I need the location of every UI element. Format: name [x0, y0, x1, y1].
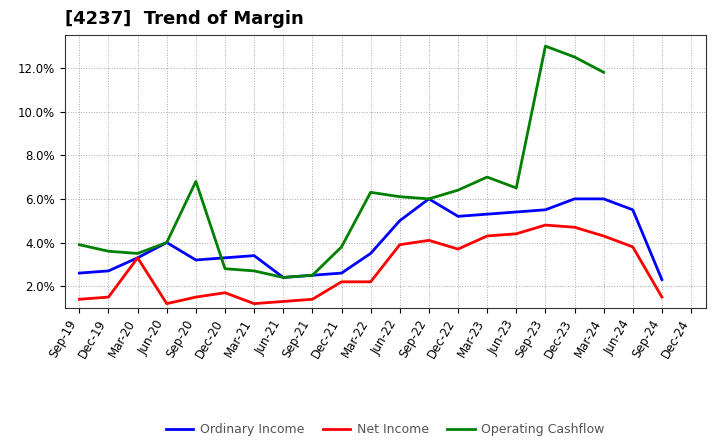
- Line: Net Income: Net Income: [79, 225, 662, 304]
- Net Income: [308, 297, 317, 302]
- Ordinary Income: [629, 207, 637, 213]
- Operating Cashflow: [512, 185, 521, 191]
- Operating Cashflow: [75, 242, 84, 247]
- Operating Cashflow: [395, 194, 404, 199]
- Operating Cashflow: [483, 174, 492, 180]
- Ordinary Income: [425, 196, 433, 202]
- Net Income: [599, 233, 608, 238]
- Operating Cashflow: [104, 249, 113, 254]
- Net Income: [629, 244, 637, 249]
- Operating Cashflow: [425, 196, 433, 202]
- Net Income: [133, 255, 142, 260]
- Operating Cashflow: [599, 70, 608, 75]
- Operating Cashflow: [337, 244, 346, 249]
- Text: [4237]  Trend of Margin: [4237] Trend of Margin: [65, 10, 304, 28]
- Net Income: [337, 279, 346, 284]
- Operating Cashflow: [308, 273, 317, 278]
- Operating Cashflow: [570, 55, 579, 60]
- Net Income: [250, 301, 258, 306]
- Ordinary Income: [192, 257, 200, 263]
- Operating Cashflow: [366, 190, 375, 195]
- Ordinary Income: [599, 196, 608, 202]
- Ordinary Income: [104, 268, 113, 274]
- Net Income: [104, 294, 113, 300]
- Net Income: [512, 231, 521, 236]
- Ordinary Income: [570, 196, 579, 202]
- Net Income: [75, 297, 84, 302]
- Ordinary Income: [75, 271, 84, 276]
- Ordinary Income: [250, 253, 258, 258]
- Line: Operating Cashflow: Operating Cashflow: [79, 46, 603, 278]
- Operating Cashflow: [192, 179, 200, 184]
- Operating Cashflow: [541, 44, 550, 49]
- Operating Cashflow: [250, 268, 258, 274]
- Ordinary Income: [220, 255, 229, 260]
- Ordinary Income: [657, 277, 666, 282]
- Ordinary Income: [512, 209, 521, 215]
- Net Income: [395, 242, 404, 247]
- Net Income: [483, 233, 492, 238]
- Ordinary Income: [163, 240, 171, 245]
- Net Income: [163, 301, 171, 306]
- Line: Ordinary Income: Ordinary Income: [79, 199, 662, 280]
- Operating Cashflow: [454, 187, 462, 193]
- Operating Cashflow: [163, 240, 171, 245]
- Ordinary Income: [541, 207, 550, 213]
- Operating Cashflow: [279, 275, 287, 280]
- Net Income: [279, 299, 287, 304]
- Ordinary Income: [308, 273, 317, 278]
- Net Income: [541, 223, 550, 228]
- Net Income: [192, 294, 200, 300]
- Operating Cashflow: [133, 251, 142, 256]
- Net Income: [454, 246, 462, 252]
- Ordinary Income: [337, 271, 346, 276]
- Ordinary Income: [279, 275, 287, 280]
- Ordinary Income: [483, 212, 492, 217]
- Ordinary Income: [454, 214, 462, 219]
- Operating Cashflow: [220, 266, 229, 271]
- Net Income: [220, 290, 229, 295]
- Net Income: [657, 294, 666, 300]
- Legend: Ordinary Income, Net Income, Operating Cashflow: Ordinary Income, Net Income, Operating C…: [161, 418, 609, 440]
- Net Income: [570, 224, 579, 230]
- Net Income: [366, 279, 375, 284]
- Ordinary Income: [395, 218, 404, 224]
- Ordinary Income: [133, 255, 142, 260]
- Ordinary Income: [366, 251, 375, 256]
- Net Income: [425, 238, 433, 243]
